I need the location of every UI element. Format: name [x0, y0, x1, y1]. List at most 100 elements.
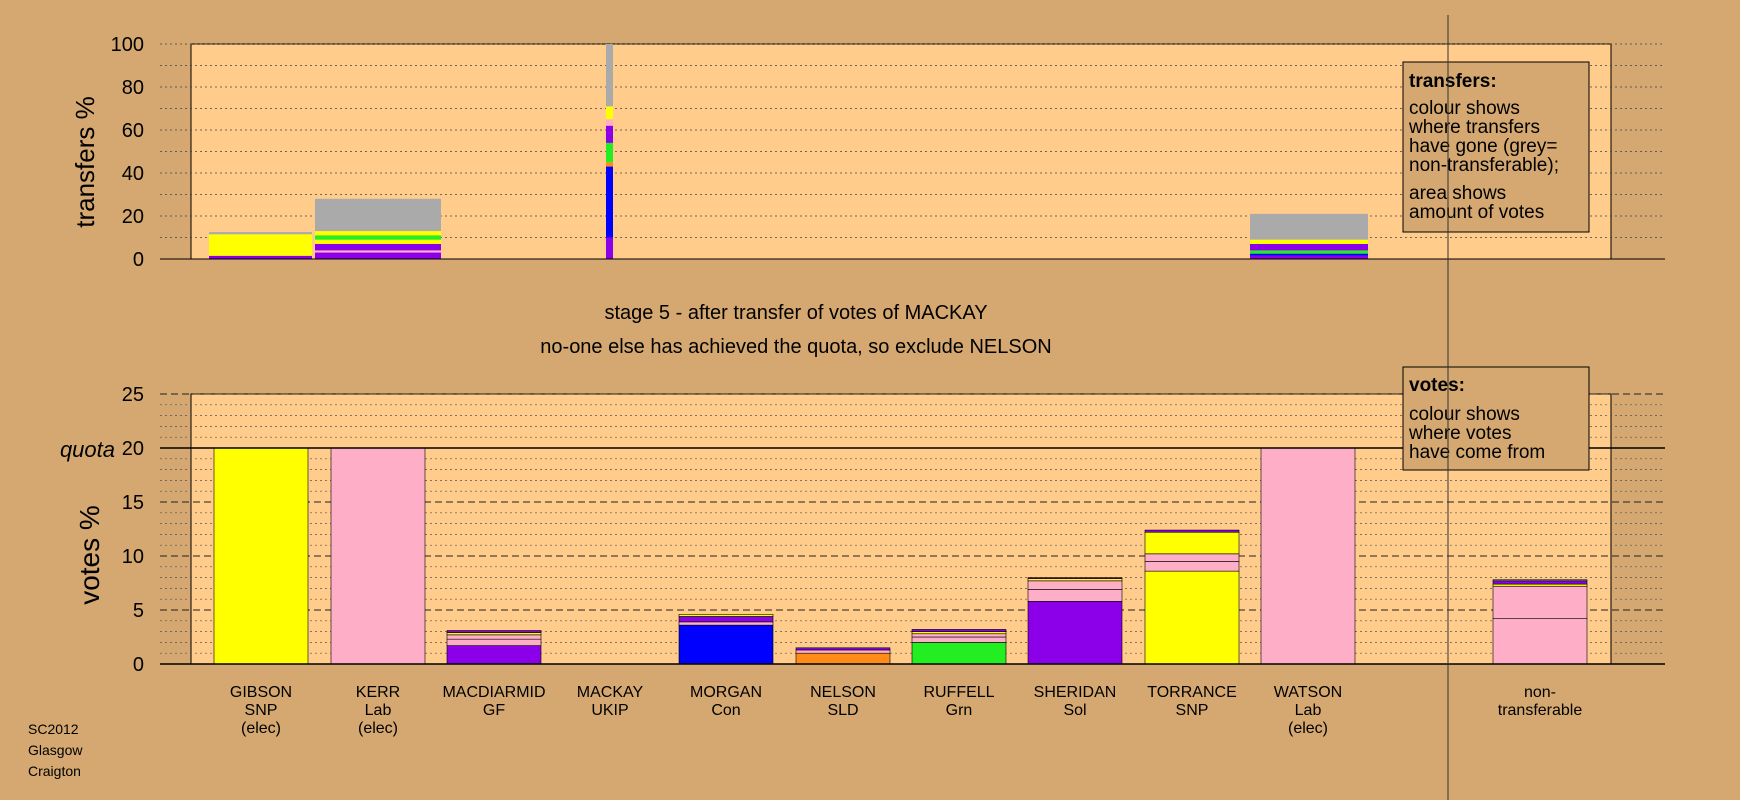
transfer-segment	[1250, 213, 1368, 240]
vote-segment	[1027, 578, 1123, 582]
votes-legend: votes: colour shows where votes have com…	[1402, 366, 1590, 471]
transfer-segment	[1250, 250, 1368, 254]
votes-tick-label: 25	[122, 384, 144, 406]
vote-segment	[1027, 580, 1123, 590]
votes-tick-label: 5	[133, 600, 144, 622]
vote-segment	[795, 649, 891, 654]
candidate-label: Lab	[1295, 702, 1322, 719]
transfer-segment	[1250, 255, 1368, 259]
transfer-segment	[1250, 239, 1368, 244]
candidate-label: transferable	[1498, 702, 1583, 719]
vote-segment	[1027, 601, 1123, 665]
transfers-legend: transfers: colour shows where transfers …	[1402, 61, 1590, 233]
vote-segment	[1492, 618, 1588, 665]
vote-segment	[1144, 531, 1240, 555]
vote-segment	[678, 624, 774, 665]
candidate-label: UKIP	[591, 702, 628, 719]
transfers-tick-label: 100	[111, 34, 144, 56]
candidate-label: KERR	[356, 684, 400, 701]
vote-segment	[1027, 577, 1123, 579]
candidate-label: MORGAN	[690, 684, 762, 701]
vote-segment	[330, 447, 426, 665]
transfer-segment	[315, 243, 441, 251]
transfers-legend-title: transfers:	[1409, 71, 1497, 92]
transfers-ylabel: transfers %	[70, 96, 100, 228]
transfer-segment	[315, 231, 441, 236]
candidate-label: SNP	[245, 702, 278, 719]
transfer-segment	[315, 252, 441, 259]
vote-segment	[1492, 579, 1588, 582]
vote-segment	[446, 645, 542, 665]
candidate-label: (elec)	[241, 720, 281, 737]
candidate-label: Con	[711, 702, 740, 719]
votes-tick-label: 0	[133, 654, 144, 676]
transfer-segment	[209, 255, 312, 259]
stage-title: stage 5 - after transfer of votes of MAC…	[604, 302, 987, 324]
transfer-segment	[315, 250, 441, 253]
vote-segment	[795, 652, 891, 665]
vote-segment	[446, 638, 542, 646]
transfers-legend-line: have gone (grey=	[1409, 136, 1557, 157]
votes-tick-label: 15	[122, 492, 144, 514]
candidate-label: TORRANCE	[1147, 684, 1237, 701]
transfer-segment	[1250, 253, 1368, 256]
transfers-tick-label: 40	[122, 163, 144, 185]
transfer-segment	[209, 234, 312, 256]
stage-subtitle: no-one else has achieved the quota, so e…	[540, 336, 1051, 358]
vote-segment	[678, 616, 774, 623]
transfer-segment	[606, 166, 613, 238]
transfers-tick-label: 20	[122, 206, 144, 228]
candidate-label: GIBSON	[230, 684, 292, 701]
candidate-label: WATSON	[1274, 684, 1342, 701]
votes-legend-line: where votes	[1408, 423, 1511, 444]
transfer-segment	[606, 106, 613, 120]
vote-segment	[1144, 570, 1240, 665]
transfers-legend-line: amount of votes	[1409, 202, 1544, 223]
vote-segment	[1492, 583, 1588, 587]
footer-line: Glasgow	[28, 742, 83, 758]
transfer-segment	[606, 119, 613, 126]
candidate-label: (elec)	[358, 720, 398, 737]
vote-segment	[446, 632, 542, 636]
transfer-segment	[606, 44, 613, 107]
transfer-segment	[606, 125, 613, 143]
vote-segment	[1027, 589, 1123, 602]
vote-segment	[1260, 447, 1356, 665]
vote-segment	[1492, 580, 1588, 585]
votes-ylabel: votes %	[74, 505, 105, 605]
footer-line: SC2012	[28, 721, 79, 737]
transfers-legend-line: where transfers	[1408, 117, 1540, 138]
votes-tick-label: 10	[122, 546, 144, 568]
candidate-label: NELSON	[810, 684, 876, 701]
transfer-segment	[315, 198, 441, 232]
vote-segment	[1144, 529, 1240, 533]
transfer-segment	[209, 232, 312, 235]
vote-segment	[1144, 553, 1240, 562]
transfer-segment	[315, 239, 441, 244]
candidate-label: RUFFELL	[923, 684, 994, 701]
vote-segment	[911, 629, 1007, 632]
vote-segment	[678, 614, 774, 617]
vote-segment	[1144, 561, 1240, 572]
transfers-tick-label: 80	[122, 77, 144, 99]
transfer-segment	[606, 237, 613, 259]
candidate-label: Sol	[1063, 702, 1086, 719]
footer-line: Craigton	[28, 763, 81, 779]
transfer-segment	[1250, 243, 1368, 251]
transfers-tick-label: 60	[122, 120, 144, 142]
vote-segment	[911, 631, 1007, 635]
vote-segment	[911, 636, 1007, 643]
transfers-legend-line: non-transferable);	[1409, 155, 1559, 176]
transfers-legend-line: colour shows	[1409, 98, 1520, 119]
candidate-label: SLD	[827, 702, 858, 719]
vote-segment	[446, 634, 542, 640]
transfer-segment	[315, 235, 441, 240]
candidate-label: (elec)	[1288, 720, 1328, 737]
vote-segment	[446, 630, 542, 633]
candidate-label: MACDIARMID	[442, 684, 545, 701]
vote-segment	[1492, 585, 1588, 619]
votes-legend-title: votes:	[1409, 375, 1465, 396]
vote-segment	[795, 647, 891, 651]
transfers-tick-label: 0	[133, 249, 144, 271]
